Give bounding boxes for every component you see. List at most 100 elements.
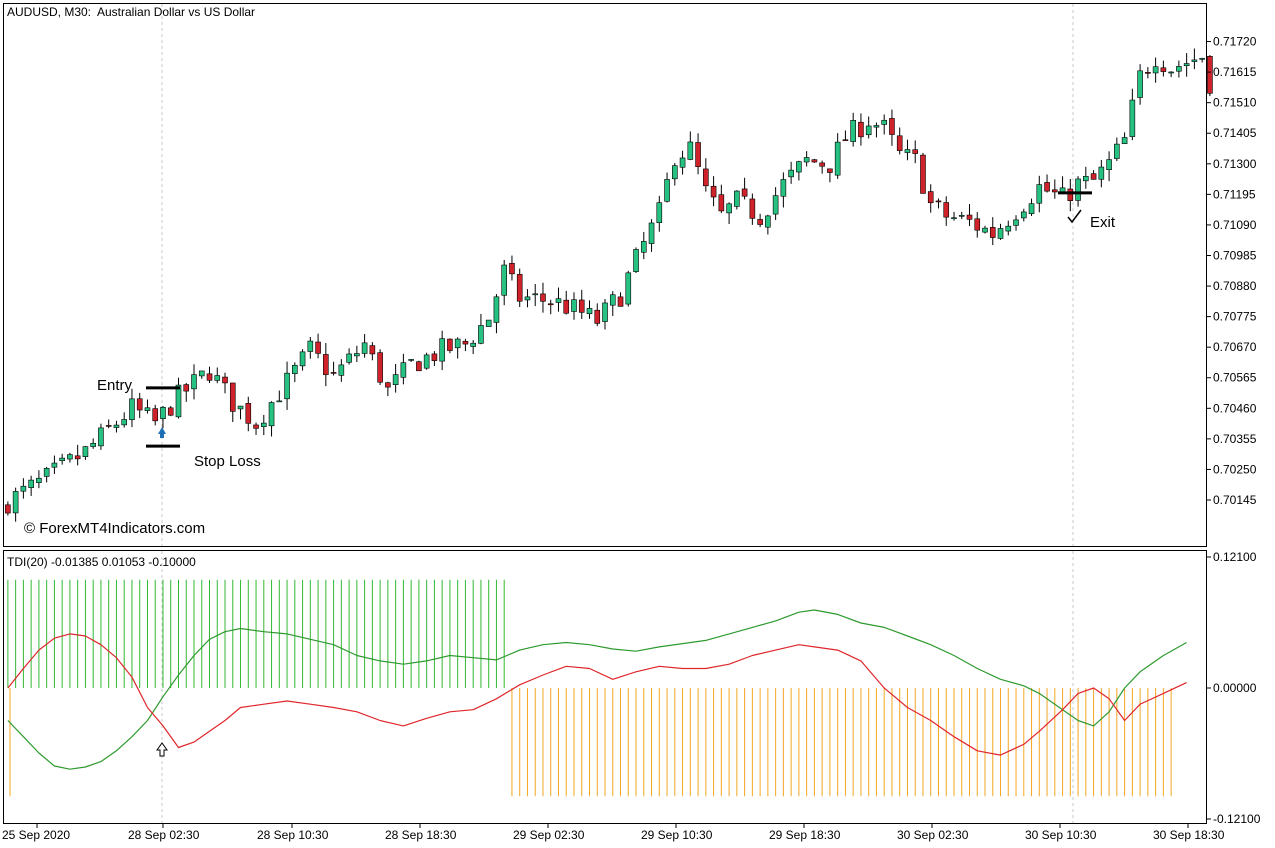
candle	[679, 150, 686, 175]
candle-body	[408, 359, 414, 361]
time-tick-label: 29 Sep 10:30	[641, 828, 713, 842]
candle-body	[485, 319, 492, 327]
candle	[997, 223, 1004, 240]
candle	[734, 190, 740, 210]
candle-body	[447, 338, 453, 351]
candle	[214, 367, 221, 384]
candle	[1044, 174, 1050, 193]
candle-body	[594, 309, 601, 324]
candle-body	[121, 419, 128, 426]
candle	[741, 177, 748, 200]
candle	[144, 399, 151, 414]
candle-body	[20, 485, 27, 492]
candle	[59, 453, 65, 465]
candle-body	[811, 159, 818, 163]
symbol-label: AUDUSD, M30:	[7, 5, 91, 19]
tdi-axis: 0.12100 0.00000 -0.12100	[1206, 550, 1261, 826]
candle	[1183, 53, 1190, 77]
candle-body	[563, 299, 570, 314]
tdi-histogram	[7, 579, 1172, 797]
candle-body	[462, 340, 469, 345]
candle	[501, 259, 507, 306]
candle-body	[237, 405, 244, 410]
candle-body	[28, 479, 34, 488]
candle-body	[67, 454, 73, 460]
candle	[687, 131, 694, 161]
candle	[478, 313, 484, 345]
candle-body	[672, 165, 678, 180]
candle	[958, 211, 965, 220]
candle	[1005, 220, 1012, 236]
candle	[710, 176, 717, 207]
candle	[896, 127, 903, 155]
price-tick-label: 0.70460	[1213, 401, 1257, 415]
candle-body	[346, 353, 352, 363]
candle-body	[865, 125, 872, 136]
candle	[1121, 132, 1128, 145]
candle-body	[214, 375, 221, 381]
candle-body	[1207, 56, 1213, 94]
candle-body	[1083, 175, 1089, 182]
candle	[703, 158, 709, 192]
candle-body	[439, 338, 445, 362]
candle	[105, 419, 112, 429]
candle	[640, 231, 647, 260]
candle-body	[478, 325, 484, 344]
candle	[982, 225, 988, 234]
candle-body	[757, 219, 763, 225]
candle	[920, 152, 926, 194]
candle	[772, 187, 779, 221]
candle-body	[664, 179, 670, 202]
candle	[1199, 57, 1205, 63]
tdi-series-line	[7, 609, 1187, 770]
candle	[1191, 48, 1198, 70]
candle-body	[633, 249, 639, 272]
candle	[113, 420, 120, 433]
candle	[28, 475, 34, 496]
candle	[1090, 170, 1097, 180]
candle	[648, 219, 655, 252]
candle-body	[532, 293, 539, 296]
candle-body	[1121, 137, 1128, 145]
candle-body	[1183, 63, 1190, 67]
candle-body	[105, 425, 112, 427]
candle-body	[741, 188, 748, 197]
candle	[361, 334, 368, 358]
candle-body	[98, 427, 104, 447]
candle-body	[144, 407, 151, 411]
candle	[20, 478, 27, 499]
entry-label: Entry	[97, 377, 133, 394]
candle	[889, 109, 895, 146]
candle-body	[59, 457, 65, 461]
candle-body	[501, 264, 507, 296]
candle	[299, 349, 306, 371]
candle-body	[129, 398, 135, 421]
candle-body	[385, 382, 391, 388]
candle-body	[695, 142, 701, 167]
candle	[881, 114, 887, 135]
candle-body	[1036, 184, 1043, 204]
candle	[811, 158, 818, 163]
candle	[493, 294, 500, 334]
candle-body	[12, 491, 19, 514]
candle-body	[834, 141, 841, 176]
price-tick-label: 0.71300	[1213, 157, 1257, 171]
price-tick-label: 0.71615	[1213, 65, 1257, 79]
candle-body	[516, 274, 523, 302]
candle	[571, 292, 577, 320]
candle-body	[377, 352, 383, 383]
candle-body	[260, 422, 267, 428]
candle-body	[881, 119, 887, 125]
candle-body	[640, 241, 647, 253]
candle-body	[1098, 166, 1105, 180]
candle	[392, 363, 399, 393]
candle	[1052, 179, 1058, 199]
candle	[1129, 88, 1136, 141]
candle	[1145, 67, 1151, 79]
tdi-tick-label: -0.12100	[1213, 812, 1261, 826]
candle	[1036, 175, 1043, 213]
candle	[385, 381, 391, 397]
price-tick-label: 0.71090	[1213, 218, 1257, 232]
candle	[1013, 215, 1019, 231]
